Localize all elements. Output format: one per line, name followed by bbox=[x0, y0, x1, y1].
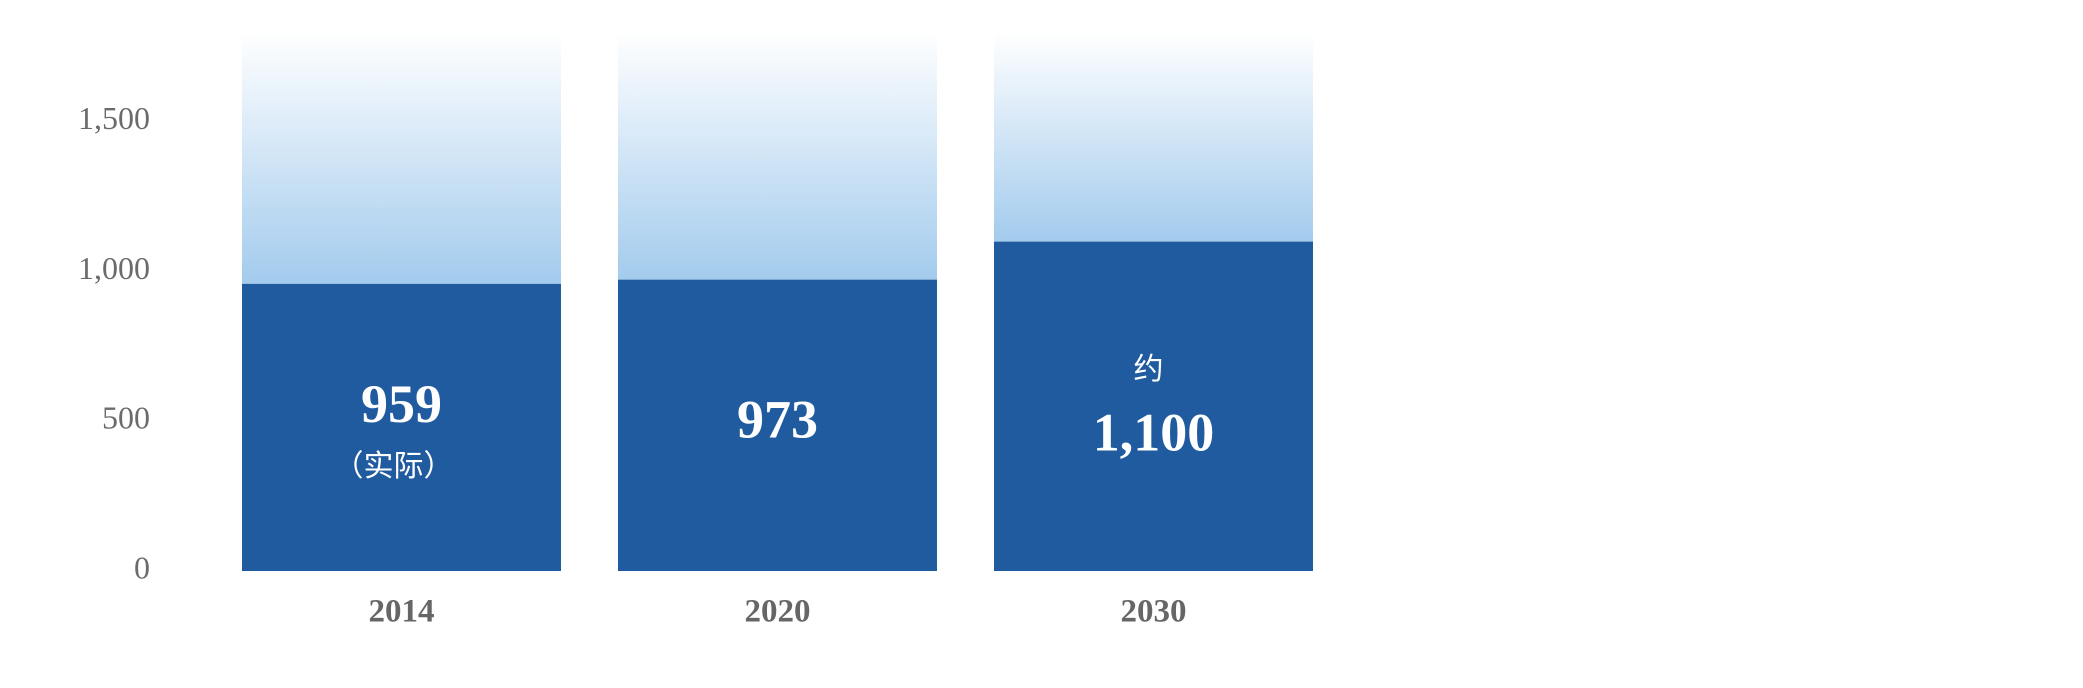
value-label: 973 bbox=[737, 390, 818, 450]
bar bbox=[242, 283, 561, 571]
value-note: （实际） bbox=[334, 449, 454, 484]
bar bbox=[618, 279, 937, 571]
x-tick-label: 2030 bbox=[1121, 594, 1187, 630]
bar bbox=[994, 241, 1313, 571]
y-tick-label: 0 bbox=[134, 549, 150, 585]
bar-background bbox=[618, 32, 937, 280]
x-tick-label: 2014 bbox=[369, 594, 435, 630]
bar-background bbox=[994, 32, 1313, 242]
y-tick-label: 1,500 bbox=[78, 100, 150, 136]
x-tick-label: 2020 bbox=[745, 594, 811, 630]
y-tick-label: 500 bbox=[102, 400, 150, 436]
bar-background bbox=[242, 32, 561, 284]
y-tick-label: 1,000 bbox=[78, 250, 150, 286]
value-label: 959 bbox=[361, 374, 442, 434]
value-label: 1,100 bbox=[1093, 403, 1215, 463]
value-prefix: 约 bbox=[1134, 352, 1164, 387]
